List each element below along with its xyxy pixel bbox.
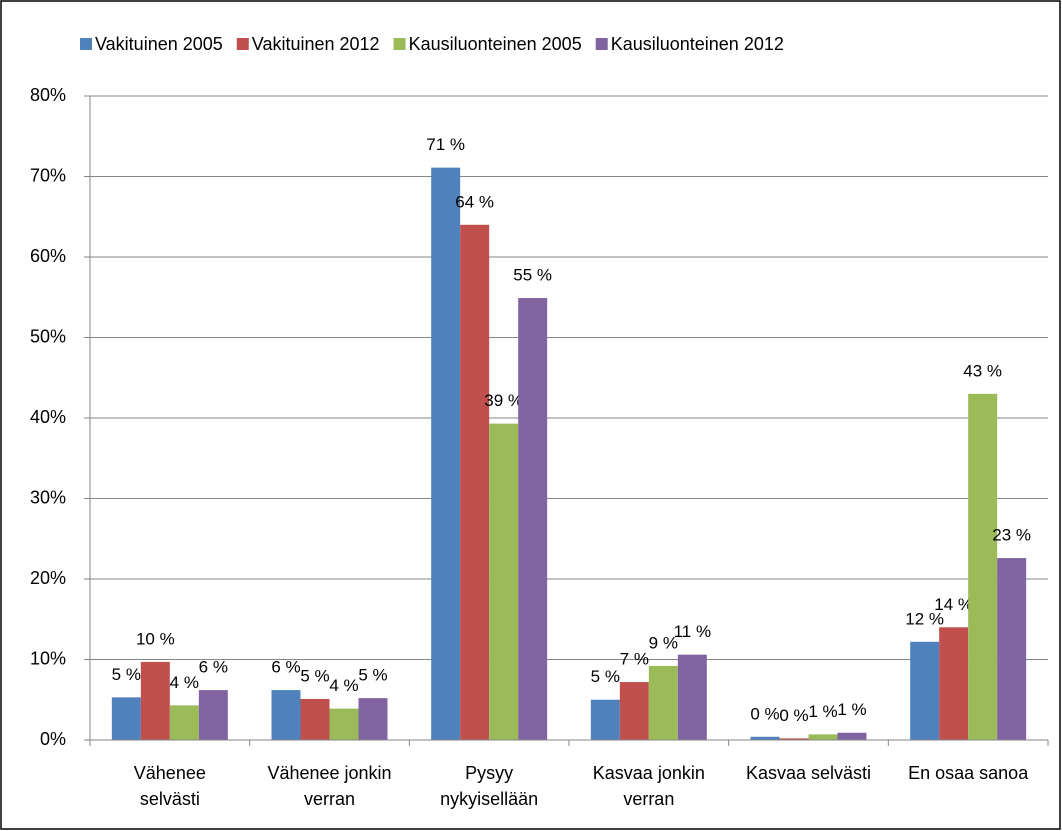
data-label: 10 % [136, 629, 175, 648]
y-tick-label: 70% [30, 165, 66, 185]
legend-swatch [595, 38, 608, 50]
data-label: 64 % [455, 192, 494, 211]
bar [111, 697, 141, 740]
data-label: 0 % [779, 706, 808, 725]
data-label: 0 % [750, 704, 779, 723]
bar [808, 734, 838, 740]
bar [648, 665, 678, 740]
bar [939, 627, 969, 740]
bar [968, 393, 998, 740]
bar [198, 690, 228, 740]
data-label: 9 % [649, 633, 678, 652]
bar [358, 698, 388, 740]
data-label: 5 % [358, 666, 387, 685]
x-tick-label: Vähenee selvästi [133, 763, 206, 809]
bar [910, 641, 940, 740]
y-tick-label: 50% [30, 326, 66, 346]
y-tick-label: 0% [40, 729, 66, 749]
x-tick-label: En osaa sanoa [908, 763, 1029, 783]
bar [619, 682, 649, 740]
bar [779, 738, 809, 740]
x-tick-label: Kasvaa jonkin verran [592, 763, 705, 809]
legend-label: Vakituinen 2005 [95, 34, 223, 54]
bar [169, 705, 199, 740]
bar [677, 654, 707, 740]
data-label: 43 % [963, 361, 1002, 380]
x-tick-label: Pysyy nykyisellään [440, 763, 539, 809]
data-label: 6 % [271, 658, 300, 677]
data-label: 1 % [808, 702, 837, 721]
bar [140, 661, 170, 740]
bar [750, 736, 780, 740]
bar [837, 732, 867, 740]
data-label: 71 % [426, 135, 465, 154]
data-label: 1 % [837, 700, 866, 719]
data-label: 14 % [934, 595, 973, 614]
legend-swatch [80, 38, 92, 50]
y-tick-label: 10% [30, 648, 66, 668]
y-tick-label: 30% [30, 487, 66, 507]
legend-label: Kausiluonteinen 2012 [611, 34, 784, 54]
bar [489, 423, 519, 740]
legend-swatch [236, 38, 249, 50]
data-label: 55 % [513, 266, 552, 285]
legend-label: Vakituinen 2012 [252, 34, 380, 54]
legend-swatch [393, 38, 406, 50]
data-label: 11 % [674, 622, 712, 641]
data-label: 5 % [591, 667, 620, 686]
data-label: 7 % [620, 650, 649, 669]
data-label: 4 % [170, 673, 199, 692]
y-tick-label: 80% [30, 85, 66, 105]
data-label: 4 % [329, 676, 358, 695]
data-label: 6 % [199, 658, 228, 677]
bar [300, 698, 330, 740]
bar [590, 699, 620, 740]
data-label: 5 % [300, 666, 329, 685]
bar [997, 558, 1027, 740]
bar [329, 708, 359, 740]
data-label: 23 % [992, 526, 1031, 545]
x-tick-label: Vähenee jonkin verran [267, 763, 392, 809]
data-label: 5 % [112, 665, 141, 684]
y-tick-label: 40% [30, 407, 66, 427]
y-tick-label: 20% [30, 568, 66, 588]
y-tick-label: 60% [30, 246, 66, 266]
x-tick-label: Kasvaa selvästi [745, 763, 872, 783]
data-label: 12 % [905, 609, 944, 628]
legend-label: Kausiluonteinen 2005 [409, 34, 582, 54]
bar [518, 298, 548, 740]
bar [431, 167, 461, 740]
bar [460, 224, 490, 741]
bar [271, 690, 301, 740]
data-label: 39 % [484, 391, 523, 410]
